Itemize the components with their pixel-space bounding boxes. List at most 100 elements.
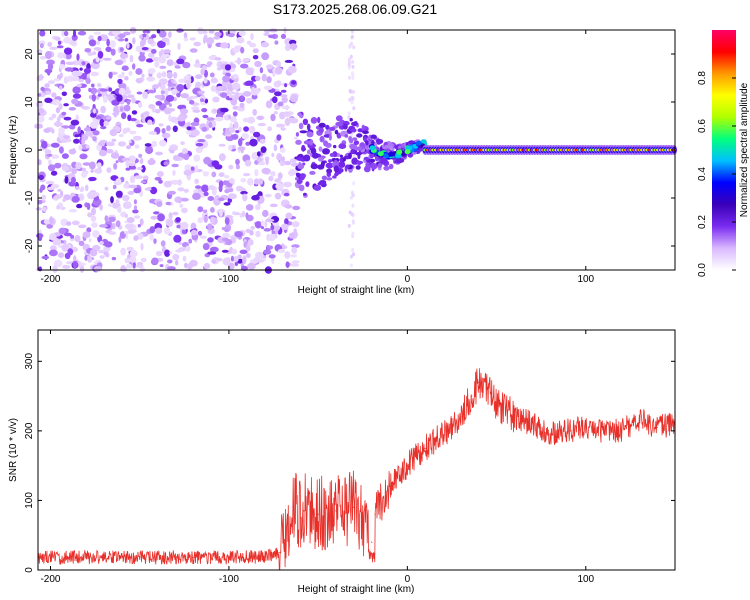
heatmap-cell <box>39 92 46 98</box>
heatmap-cell <box>351 64 355 69</box>
heatmap-cell <box>224 189 230 194</box>
heatmap-cell <box>228 193 237 200</box>
heatmap-cell <box>47 80 55 84</box>
heatmap-cell <box>127 94 135 99</box>
heatmap-cell <box>98 224 108 228</box>
heatmap-cell <box>145 146 154 155</box>
heatmap-cell <box>129 54 134 63</box>
heatmap-cell <box>123 183 131 189</box>
heatmap-cell <box>164 249 171 257</box>
heatmap-cell <box>117 78 123 85</box>
heatmap-cell <box>313 184 322 191</box>
heatmap-cell <box>283 192 290 197</box>
heatmap-cell <box>260 146 267 154</box>
heatmap-cell <box>158 78 168 85</box>
heatmap-cell <box>136 166 143 171</box>
heatmap-cell <box>182 255 187 262</box>
heatmap-cell <box>143 175 149 180</box>
heatmap-cell <box>140 257 147 263</box>
heatmap-cell <box>58 127 65 135</box>
heatmap-cell <box>236 36 245 44</box>
heatmap-cell <box>91 83 95 88</box>
heatmap-cell <box>289 173 294 177</box>
heatmap-cell <box>160 83 166 91</box>
heatmap-cell <box>284 160 292 166</box>
heatmap-cell <box>281 96 288 104</box>
heatmap-cell <box>283 111 290 115</box>
heatmap-cell <box>235 158 240 165</box>
heatmap-cell <box>79 67 83 71</box>
heatmap-cell <box>71 176 76 184</box>
heatmap-cell <box>151 48 157 54</box>
snr-data-point <box>335 510 337 512</box>
heatmap-cell <box>214 57 222 61</box>
heatmap-cell <box>195 81 202 88</box>
heatmap-cell <box>72 93 82 99</box>
heatmap-cell <box>348 44 352 49</box>
heatmap-cell <box>318 146 323 152</box>
heatmap-cell <box>40 86 45 92</box>
heatmap-cell <box>349 117 353 122</box>
heatmap-cell <box>65 61 75 65</box>
heatmap-cell <box>284 83 288 88</box>
heatmap-cell <box>261 52 270 61</box>
heatmap-cell <box>334 172 339 177</box>
x-tick-label: -200 <box>40 574 60 585</box>
heatmap-cell <box>107 203 114 208</box>
heatmap-cell <box>77 30 87 36</box>
heatmap-cell <box>347 223 351 228</box>
y-tick-label: -20 <box>24 238 35 253</box>
heatmap-cell <box>177 179 182 186</box>
x-tick-label: 0 <box>405 274 411 285</box>
heatmap-cell <box>263 249 272 255</box>
heatmap-cell <box>70 119 80 126</box>
heatmap-cell <box>61 244 70 252</box>
heatmap-cell <box>169 144 178 152</box>
heatmap-cell <box>90 87 98 95</box>
heatmap-cell <box>41 255 50 260</box>
heatmap-cell <box>222 75 230 83</box>
heatmap-cell <box>296 157 304 161</box>
heatmap-cell <box>74 186 80 190</box>
heatmap-cell <box>284 251 291 259</box>
heatmap-cell <box>208 30 215 34</box>
heatmap-cell <box>133 235 139 242</box>
heatmap-cell <box>119 106 124 112</box>
heatmap-cell <box>71 34 78 41</box>
heatmap-cell <box>61 91 67 97</box>
heatmap-cell <box>352 137 358 141</box>
heatmap-cell <box>292 205 301 211</box>
heatmap-cell <box>195 74 203 80</box>
heatmap-cell <box>245 244 251 252</box>
heatmap-cell <box>339 158 344 163</box>
heatmap-cell <box>120 265 126 271</box>
colorbar-tick-label: 0.2 <box>697 215 708 229</box>
heatmap-cell <box>224 64 232 71</box>
heatmap-cell <box>374 142 378 148</box>
heatmap-cell <box>56 45 64 49</box>
heatmap-cell <box>248 125 256 134</box>
heatmap-cell <box>133 135 142 141</box>
heatmap-cell <box>328 159 333 163</box>
heatmap-cell <box>194 178 199 184</box>
heatmap-cell <box>232 211 237 215</box>
heatmap-cell <box>228 262 235 271</box>
heatmap-cell <box>134 175 143 180</box>
heatmap-cell <box>284 117 291 126</box>
heatmap-cell <box>188 238 193 244</box>
heatmap-cell <box>246 97 253 104</box>
heatmap-cell <box>254 75 261 82</box>
heatmap-cell <box>254 221 262 229</box>
heatmap-cell <box>201 184 209 193</box>
heatmap-cell <box>369 158 376 163</box>
heatmap-cell <box>179 203 184 208</box>
heatmap-cell <box>176 84 184 92</box>
heatmap-cell <box>175 217 181 223</box>
heatmap-cell <box>240 191 248 195</box>
heatmap-cell <box>245 212 249 219</box>
heatmap-cell <box>158 179 163 184</box>
heatmap-cell <box>355 146 363 151</box>
heatmap-cell <box>270 171 276 177</box>
heatmap-cell <box>338 168 344 173</box>
heatmap-cell <box>321 175 328 181</box>
